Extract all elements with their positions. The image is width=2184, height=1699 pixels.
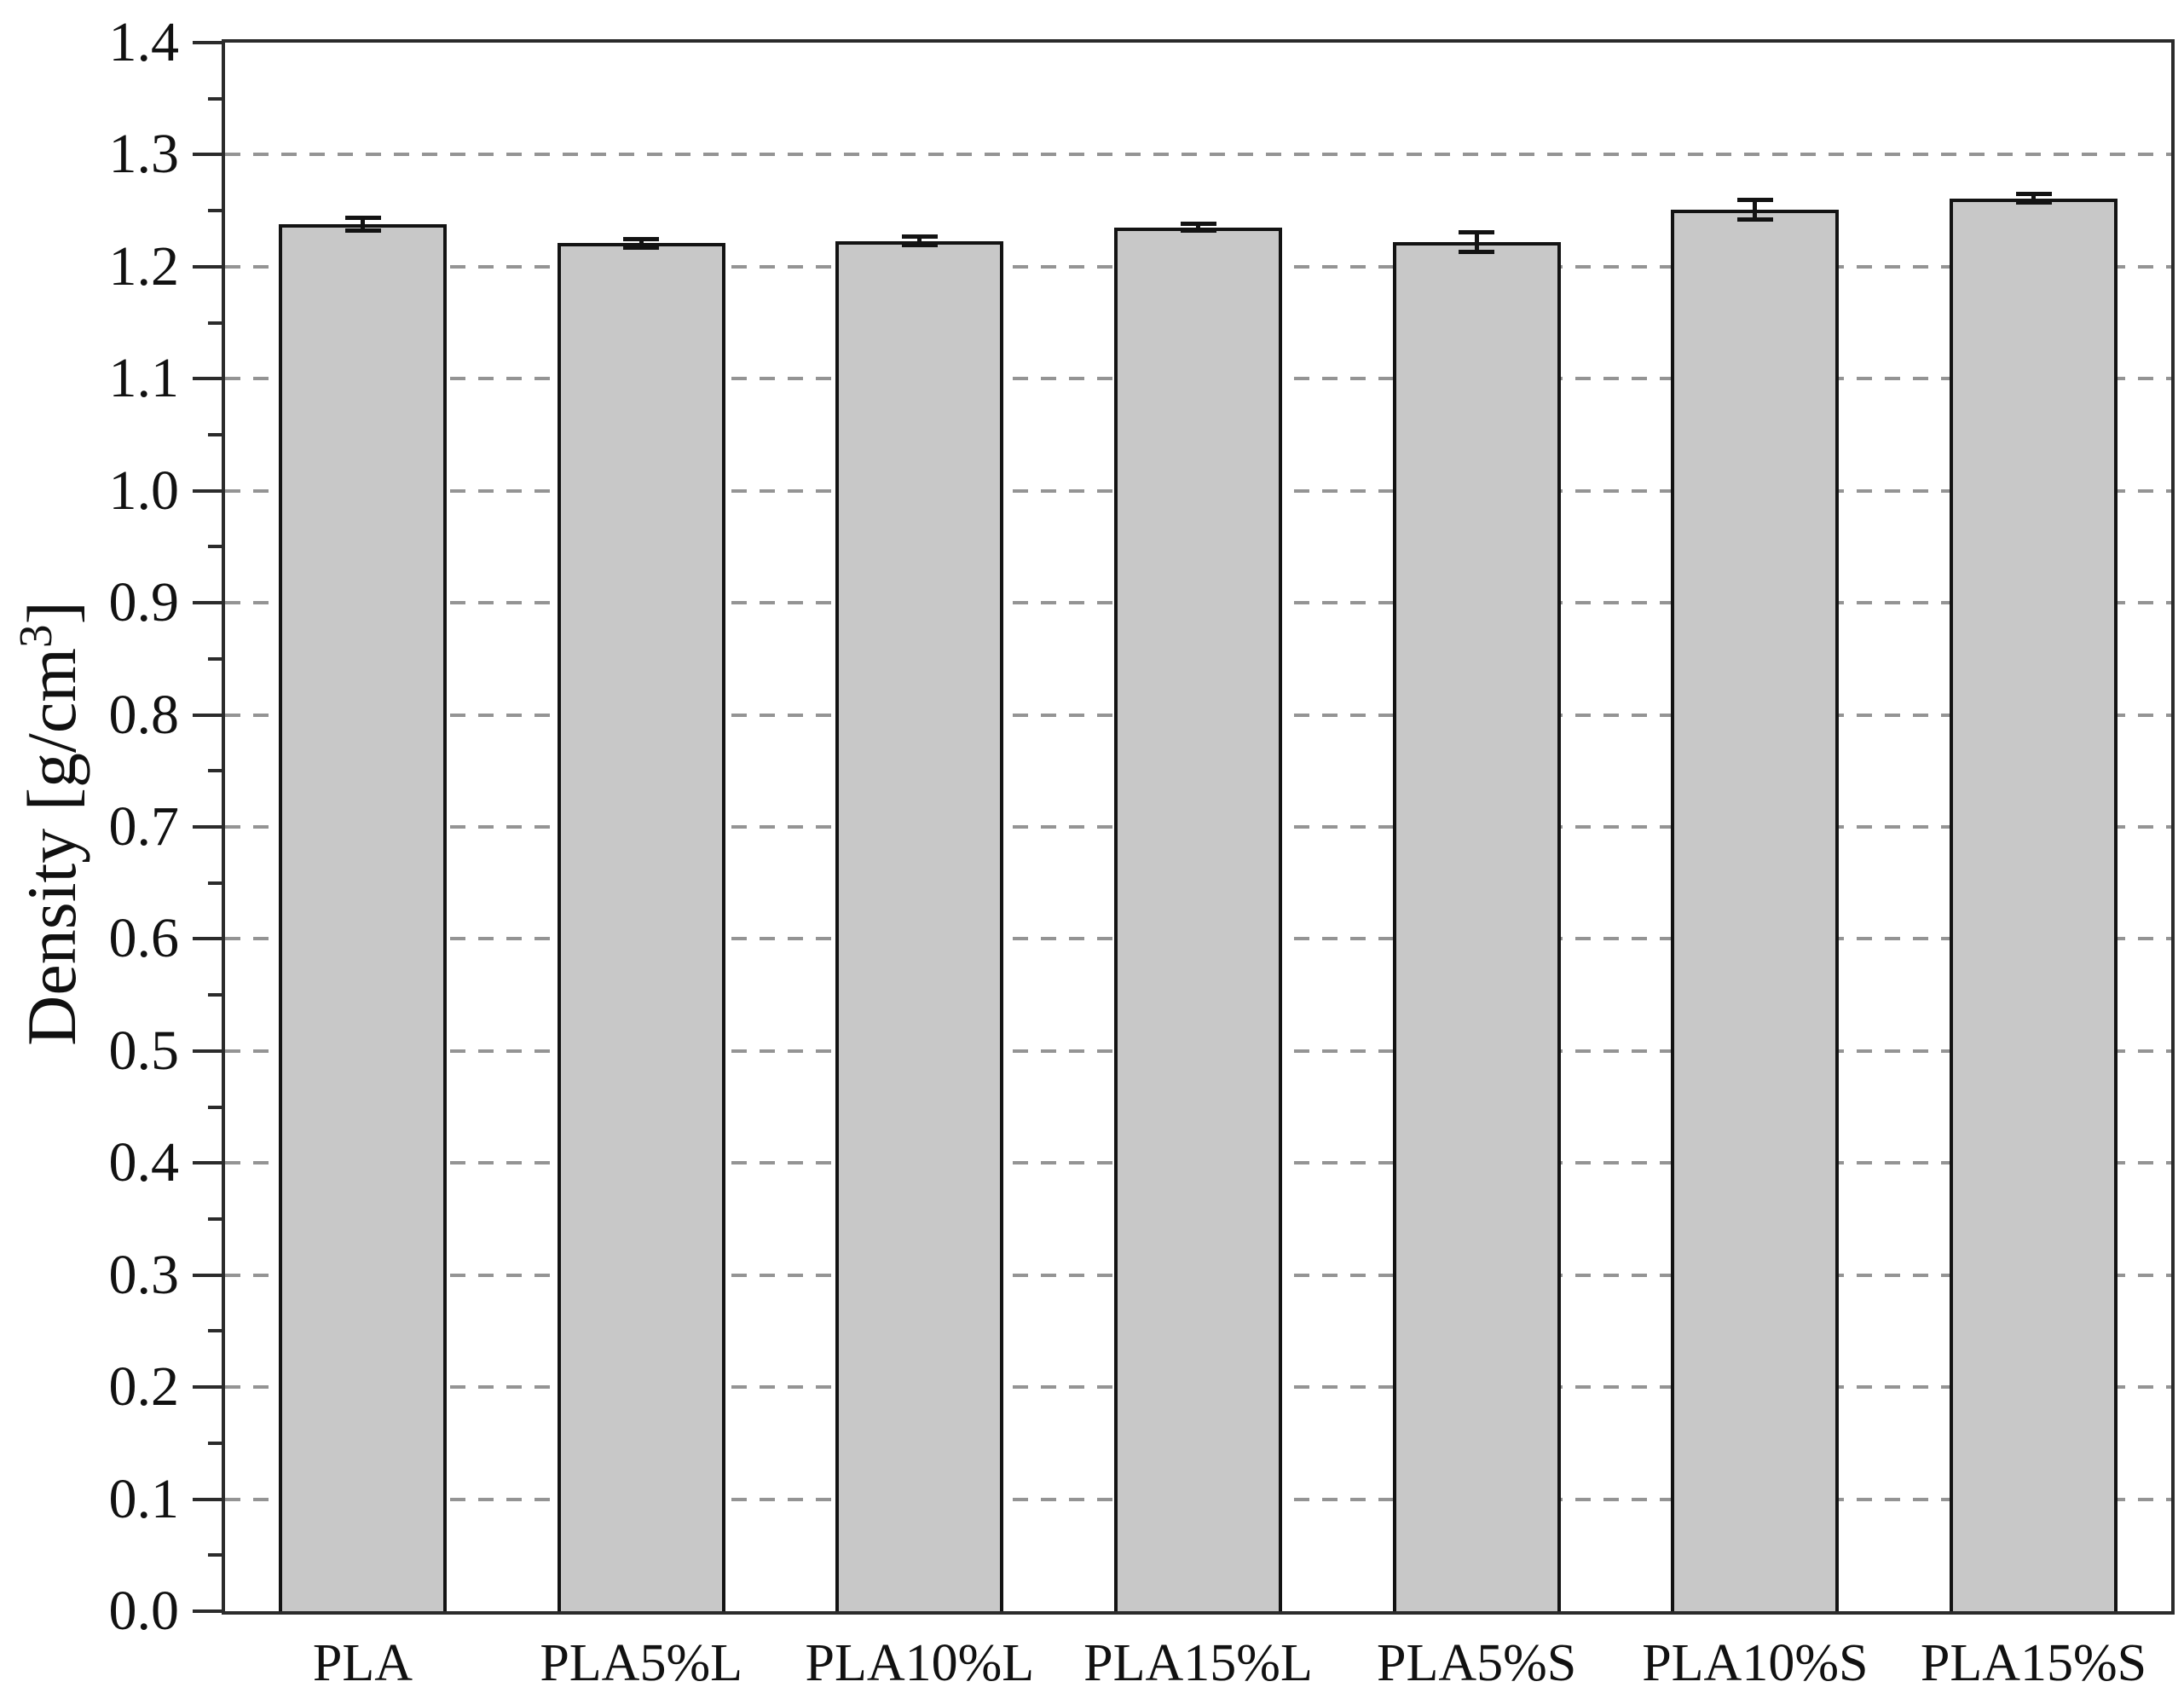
y-tick-label: 1.4	[108, 11, 180, 73]
x-tick-label: PLA5%L	[540, 1634, 742, 1692]
error-bar-cap-bottom	[1180, 228, 1216, 234]
y-tick-label: 0.9	[108, 571, 180, 634]
error-bar-cap-top	[1459, 229, 1495, 234]
error-bar-whisker	[1474, 232, 1479, 252]
y-tick-label: 1.3	[108, 123, 180, 186]
error-bar-cap-bottom	[623, 246, 660, 251]
y-tick-minor	[208, 1329, 225, 1333]
y-tick-minor	[208, 96, 225, 101]
x-tick-label: PLA	[312, 1634, 413, 1692]
bar	[1392, 241, 1561, 1611]
y-tick-minor	[208, 1217, 225, 1221]
x-tick-label: PLA5%S	[1377, 1634, 1577, 1692]
y-tick-major	[193, 937, 225, 941]
y-tick-label: 0.2	[108, 1355, 180, 1419]
bar	[279, 223, 447, 1611]
grid-line	[225, 153, 2171, 157]
error-bar-cap-bottom	[344, 228, 381, 234]
y-tick-major	[193, 377, 225, 381]
y-tick-major	[193, 1161, 225, 1165]
error-bar-whisker	[638, 239, 644, 248]
x-tick-label: PLA15%S	[1920, 1634, 2147, 1692]
y-tick-minor	[208, 1105, 225, 1109]
y-tick-major	[193, 1273, 225, 1277]
x-tick-label: PLA15%L	[1083, 1634, 1313, 1692]
error-bar-cap-bottom	[2015, 200, 2052, 205]
y-tick-major	[193, 41, 225, 44]
y-tick-major	[193, 1385, 225, 1390]
y-tick-label: 0.0	[108, 1580, 180, 1642]
error-bar-whisker	[1753, 199, 1758, 220]
error-bar-cap-top	[623, 236, 660, 241]
error-bar-cap-bottom	[901, 243, 938, 248]
bar	[557, 243, 725, 1611]
y-tick-minor	[208, 993, 225, 997]
y-tick-label: 0.1	[108, 1467, 180, 1530]
y-tick-minor	[208, 1553, 225, 1557]
error-bar-whisker	[2031, 194, 2036, 203]
y-tick-label: 0.3	[108, 1243, 180, 1306]
y-tick-label: 0.7	[108, 795, 180, 858]
y-tick-major	[193, 488, 225, 493]
y-tick-major	[193, 264, 225, 269]
y-tick-major	[193, 1049, 225, 1053]
bar	[835, 240, 1004, 1611]
bar	[1671, 209, 1840, 1611]
y-tick-label: 1.2	[108, 234, 180, 298]
y-tick-label: 0.8	[108, 683, 180, 746]
y-tick-minor	[208, 1441, 225, 1445]
y-tick-major	[193, 601, 225, 605]
error-bar-cap-top	[901, 234, 938, 239]
y-tick-minor	[208, 209, 225, 213]
y-tick-major	[193, 153, 225, 157]
y-tick-label: 1.0	[108, 459, 180, 522]
bar	[1114, 227, 1282, 1611]
error-bar-cap-top	[1736, 197, 1773, 202]
error-bar-whisker	[917, 236, 922, 246]
y-tick-major	[193, 1497, 225, 1501]
bar	[1950, 198, 2118, 1611]
y-tick-label: 0.5	[108, 1019, 180, 1082]
y-tick-minor	[208, 433, 225, 436]
y-tick-major	[193, 825, 225, 829]
plot-area: 0.0 0.1 0.2 0.3 0.4 0.5 0.6 0.7 0.8 0.9 1.0 1.1 1.2 1…	[109, 14, 2175, 1690]
y-tick-label: 0.6	[108, 907, 180, 970]
error-bar-cap-top	[344, 215, 381, 220]
x-tick-label: PLA10%L	[805, 1634, 1035, 1692]
error-bar-cap-bottom	[1459, 250, 1495, 255]
y-tick-minor	[208, 769, 225, 773]
y-tick-label: 0.4	[108, 1131, 180, 1194]
y-tick-minor	[208, 656, 225, 661]
error-bar-whisker	[1196, 223, 1200, 231]
error-bar-cap-bottom	[1736, 217, 1773, 222]
error-bar-cap-top	[1180, 222, 1216, 227]
y-tick-minor	[208, 881, 225, 885]
y-tick-major	[193, 1609, 225, 1613]
x-tick-label: PLA10%S	[1642, 1634, 1869, 1692]
y-tick-minor	[208, 545, 225, 549]
y-tick-major	[193, 713, 225, 717]
y-tick-label: 1.1	[108, 347, 180, 410]
error-bar-cap-top	[2015, 191, 2052, 196]
y-tick-minor	[208, 321, 225, 325]
error-bar-whisker	[361, 217, 365, 231]
